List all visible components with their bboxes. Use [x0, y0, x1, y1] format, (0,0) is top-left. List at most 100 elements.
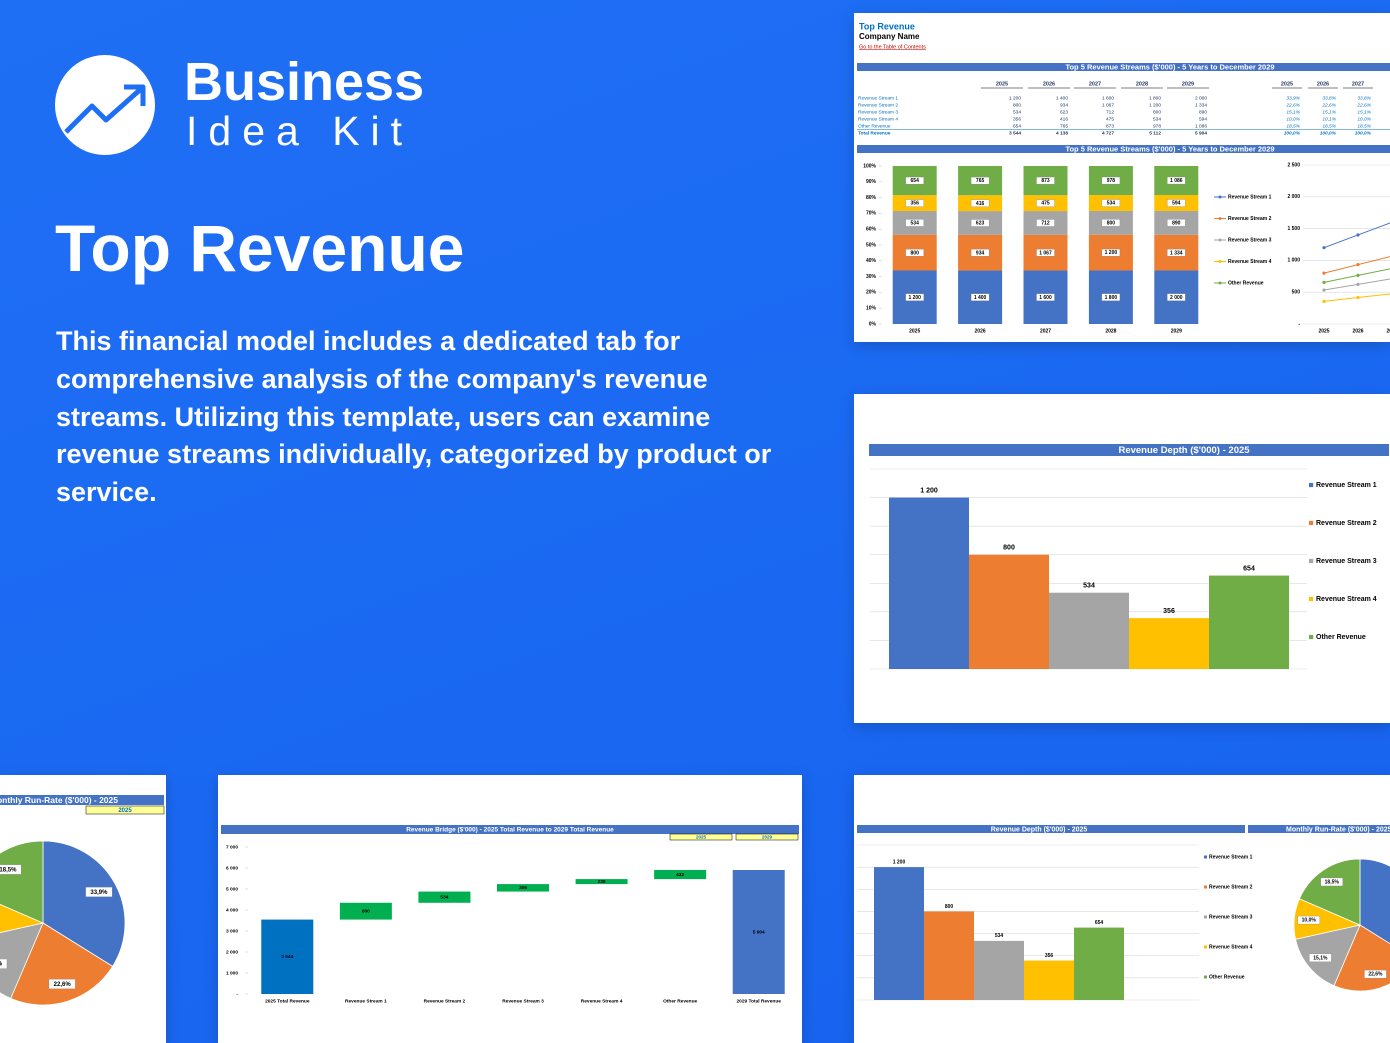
share-cell: 10,0% — [1286, 116, 1300, 122]
value-label: 712 — [1041, 221, 1050, 227]
page-title: Top Revenue — [55, 211, 465, 285]
x-tick-label: Revenue Stream 2 — [424, 998, 466, 1004]
x-tick-label: Other Revenue — [663, 998, 697, 1004]
bar — [889, 497, 969, 669]
chart-title: Revenue Bridge ($'000) - 2025 Total Reve… — [406, 827, 614, 834]
legend-swatch — [1204, 855, 1207, 859]
y-tick-label: 1 000 — [1287, 258, 1300, 264]
cell: 1 800 — [1149, 95, 1161, 101]
y-tick-label: 6 000 — [226, 865, 238, 871]
point — [1322, 299, 1326, 303]
point — [1356, 282, 1360, 286]
logo-trend — [64, 86, 144, 134]
value-label: 765 — [976, 178, 985, 184]
brand-tagline: Idea Kit — [186, 108, 414, 154]
label-box — [905, 199, 924, 207]
value-label: 1 086 — [1170, 178, 1183, 184]
cell: 2 000 — [1195, 95, 1207, 101]
period-label: 2025 — [118, 808, 132, 814]
title-bar — [857, 825, 1245, 833]
value-label: 416 — [976, 201, 985, 207]
value-label: 534 — [911, 221, 920, 227]
label-box — [1167, 199, 1186, 207]
chart-title: Top 5 Revenue Streams ($'000) - 5 Years … — [1065, 144, 1274, 153]
cell: 534 — [1013, 109, 1021, 115]
label-box — [970, 219, 990, 227]
y-tick-label: 2 000 — [1287, 194, 1300, 200]
sheet-panel: Top Revenue Company Name Go to the Table o… — [854, 13, 1390, 342]
share-year-header: 2027 — [1352, 81, 1364, 87]
value-label: 800 — [1107, 220, 1116, 226]
share-cell: 22,6% — [1321, 102, 1336, 108]
label-box — [85, 887, 113, 897]
y-tick-label: 4 000 — [226, 907, 238, 913]
bar — [261, 919, 314, 994]
row-label: Revenue Stream 4 — [858, 116, 898, 122]
bar — [1024, 960, 1074, 1000]
chart-title: Monthly Run-Rate ($'000) - 2025 — [1286, 826, 1390, 833]
legend-label: Revenue Stream 3 — [1316, 558, 1377, 565]
label-box — [1036, 219, 1055, 227]
row-label: Total Revenue — [858, 130, 891, 136]
x-tick-label: 2027 — [1386, 328, 1390, 334]
legend-label: Revenue Stream 1 — [1228, 194, 1272, 200]
x-tick-label: Revenue Stream 3 — [502, 998, 544, 1004]
legend-label: Revenue Stream 4 — [1228, 259, 1272, 265]
x-tick-label: 2026 — [1352, 328, 1363, 334]
legend-swatch — [1204, 885, 1207, 889]
y-tick-label: 2 000 — [226, 949, 238, 955]
cell: 5 112 — [1149, 130, 1161, 136]
y-tick-label: 2 500 — [1287, 162, 1300, 168]
logo-circle — [55, 55, 155, 155]
y-tick-label: 1 000 — [226, 970, 238, 976]
depth-panel: Revenue Depth ($'000) - 2025 1 200 Revenue… — [854, 394, 1390, 723]
year-header: 2029 — [1182, 81, 1194, 87]
pie-slice — [1359, 858, 1390, 945]
legend-label: Revenue Stream 2 — [1228, 216, 1272, 222]
bar — [418, 891, 471, 903]
value-label: 978 — [1107, 178, 1116, 184]
cell: 356 — [1013, 116, 1021, 122]
value-label: 15,1% — [1313, 955, 1328, 961]
x-tick-label: 2028 — [1105, 328, 1116, 334]
x-tick-label: Revenue Stream 1 — [345, 998, 387, 1004]
value-label: 432 — [676, 872, 684, 878]
label-box — [905, 249, 924, 257]
cell: 1 086 — [1195, 123, 1207, 129]
pie-slice — [0, 903, 45, 933]
value-label: 18,5% — [0, 867, 17, 873]
row-label: Other Revenue — [858, 123, 891, 129]
point — [1356, 295, 1360, 300]
share-cell: 15,1% — [1357, 109, 1371, 115]
y-tick-label: 0% — [869, 321, 877, 327]
legend-label: Revenue Stream 1 — [1316, 482, 1377, 489]
value-label: 22,6% — [54, 982, 72, 988]
legend-label: Revenue Stream 3 — [1228, 237, 1272, 243]
series-line — [1323, 222, 1390, 249]
bar — [1209, 575, 1289, 669]
y-tick-label: 5 000 — [226, 886, 238, 892]
legend-label: Other Revenue — [1228, 280, 1264, 286]
point — [1356, 262, 1360, 267]
cell: 1 400 — [1056, 95, 1068, 101]
bar — [974, 940, 1024, 1000]
y-tick-label: 7 000 — [226, 844, 238, 850]
value-label: 1 200 — [920, 487, 938, 494]
value-label: 1 334 — [1170, 250, 1183, 256]
period-box — [85, 805, 165, 815]
table-title: Top 5 Revenue Streams ($'000) - 5 Years … — [1065, 62, 1274, 71]
cell: 475 — [1106, 116, 1114, 122]
label-box — [905, 176, 924, 185]
value-label: 1 200 — [893, 859, 906, 865]
value-label: 356 — [1163, 608, 1175, 615]
label-box — [1309, 953, 1332, 962]
bar — [1074, 927, 1124, 1000]
chart-title: Revenue Depth ($'000) - 2025 — [991, 826, 1088, 833]
chart-title: Revenue Depth ($'000) - 2025 — [1118, 445, 1250, 456]
y-tick-label: 60% — [866, 227, 877, 233]
period-box — [669, 833, 733, 841]
legend-label: Revenue Stream 4 — [1316, 596, 1377, 603]
y-tick-label: 10% — [866, 306, 877, 312]
